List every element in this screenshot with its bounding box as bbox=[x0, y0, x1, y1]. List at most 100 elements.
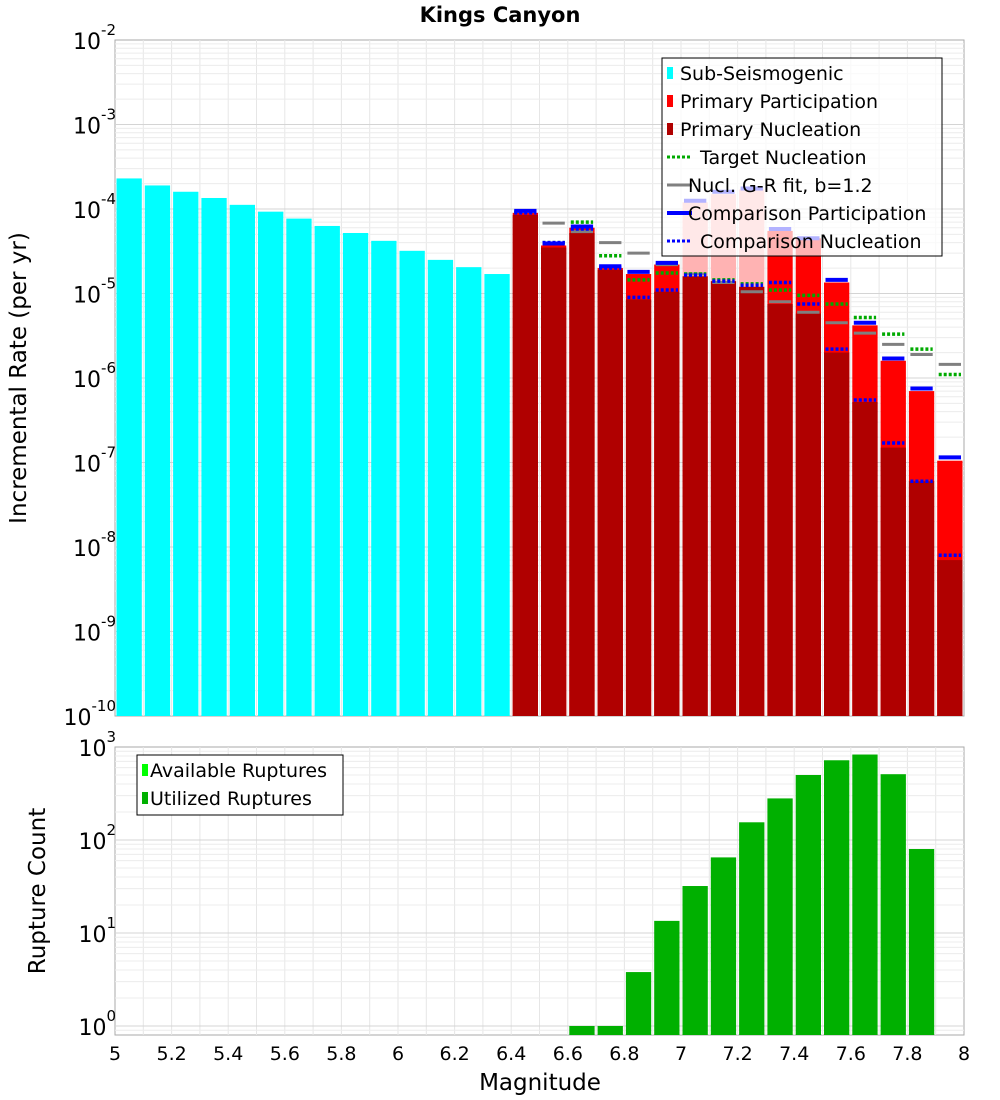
top-legend: Sub-Seismogenic Primary Participation Prim… bbox=[661, 57, 943, 257]
sub-seismogenic-bar bbox=[286, 218, 312, 716]
x-tick-label: 7.4 bbox=[779, 1043, 809, 1065]
sub-seismogenic-bar bbox=[427, 259, 454, 716]
utilized-ruptures-bar bbox=[625, 972, 652, 1035]
primary-nucleation-bar bbox=[908, 481, 935, 716]
sub-seismogenic-bar bbox=[116, 178, 142, 717]
y-tick-label: 10-6 bbox=[73, 359, 116, 393]
x-tick-label: 6.2 bbox=[439, 1043, 469, 1065]
utilized-ruptures-bar bbox=[824, 760, 850, 1035]
x-tick-label: 6 bbox=[392, 1043, 404, 1065]
y-tick-label: 10-2 bbox=[73, 21, 116, 55]
utilized-ruptures-bar bbox=[795, 774, 821, 1035]
top-legend-box bbox=[661, 57, 943, 257]
bottom-y-axis-label: Rupture Count bbox=[25, 808, 51, 974]
x-tick-label: 5.4 bbox=[213, 1043, 243, 1065]
legend-swatch bbox=[667, 95, 673, 107]
y-tick-label: 10-3 bbox=[73, 106, 116, 140]
primary-nucleation-bar bbox=[512, 214, 538, 716]
primary-nucleation-bar bbox=[739, 286, 765, 716]
primary-nucleation-bar bbox=[682, 276, 708, 716]
y-tick-label: 101 bbox=[78, 914, 116, 948]
primary-nucleation-bar bbox=[569, 232, 595, 716]
sub-seismogenic-bar bbox=[229, 204, 255, 717]
x-tick-label: 6.4 bbox=[496, 1043, 526, 1065]
legend-label: Available Ruptures bbox=[150, 760, 327, 782]
sub-seismogenic-bar bbox=[258, 211, 284, 716]
utilized-ruptures-bar bbox=[682, 886, 708, 1035]
chart-title: Kings Canyon bbox=[420, 3, 581, 27]
primary-nucleation-bar bbox=[597, 269, 623, 716]
bottom-legend: Available Ruptures Utilized Ruptures bbox=[136, 754, 344, 816]
primary-nucleation-bar bbox=[795, 313, 821, 716]
utilized-ruptures-bar bbox=[852, 754, 878, 1035]
y-tick-label: 10-10 bbox=[64, 697, 117, 731]
primary-nucleation-bar bbox=[852, 401, 878, 716]
sub-seismogenic-bar bbox=[484, 274, 510, 716]
primary-nucleation-bar bbox=[880, 447, 906, 716]
legend-label: Target Nucleation bbox=[699, 147, 867, 169]
legend-label: Primary Participation bbox=[680, 91, 878, 113]
bottom-grid bbox=[115, 747, 964, 1035]
utilized-ruptures-bar bbox=[654, 920, 680, 1035]
primary-nucleation-bar bbox=[541, 247, 567, 716]
x-tick-label: 7.8 bbox=[892, 1043, 922, 1065]
y-tick-label: 100 bbox=[78, 1007, 116, 1041]
legend-label: Sub-Seismogenic bbox=[680, 63, 844, 85]
x-tick-label: 5.6 bbox=[270, 1043, 300, 1065]
x-tick-label: 8 bbox=[958, 1043, 970, 1065]
x-tick-label: 5.2 bbox=[156, 1043, 186, 1065]
bottom-legend-box bbox=[136, 754, 344, 816]
x-tick-label: 7.6 bbox=[836, 1043, 866, 1065]
sub-seismogenic-bar bbox=[144, 185, 171, 717]
primary-nucleation-bar bbox=[824, 352, 850, 716]
utilized-ruptures-bar bbox=[710, 857, 737, 1035]
primary-nucleation-bar bbox=[937, 560, 963, 716]
sub-seismogenic-bar bbox=[314, 225, 340, 716]
top-bars bbox=[116, 178, 963, 717]
top-y-ticks: 10-10 10-9 10-8 10-7 10-6 10-5 10-4 10-3 10-2 bbox=[64, 21, 117, 731]
legend-label: Nucl. G-R fit, b=1.2 bbox=[688, 175, 873, 197]
y-tick-label: 10-8 bbox=[73, 528, 116, 562]
utilized-ruptures-bar bbox=[880, 774, 906, 1035]
y-tick-label: 10-5 bbox=[73, 275, 116, 309]
utilized-ruptures-bar bbox=[908, 849, 935, 1035]
bottom-bars bbox=[569, 754, 935, 1035]
y-tick-label: 10-9 bbox=[73, 613, 116, 647]
legend-label: Primary Nucleation bbox=[680, 119, 861, 141]
utilized-ruptures-bar bbox=[597, 1025, 623, 1035]
y-tick-label: 102 bbox=[78, 821, 116, 855]
utilized-ruptures-bar bbox=[569, 1025, 595, 1035]
legend-swatch bbox=[142, 792, 148, 804]
x-ticks: 5 5.2 5.4 5.6 5.8 6 6.2 6.4 6.6 6.8 7 7.2 7.4 7.6 7.8 8 bbox=[109, 1043, 970, 1065]
x-tick-label: 7 bbox=[675, 1043, 687, 1065]
top-grid bbox=[115, 40, 964, 716]
sub-seismogenic-bar bbox=[456, 267, 482, 716]
x-tick-label: 5.8 bbox=[326, 1043, 356, 1065]
bottom-y-ticks: 100 101 102 103 bbox=[78, 728, 116, 1041]
primary-nucleation-bar bbox=[654, 291, 680, 716]
sub-seismogenic-bar bbox=[201, 197, 227, 716]
utilized-ruptures-bar bbox=[739, 822, 765, 1035]
x-tick-label: 5 bbox=[109, 1043, 121, 1065]
sub-seismogenic-bar bbox=[371, 240, 397, 716]
legend-label: Utilized Ruptures bbox=[150, 788, 312, 810]
x-tick-label: 6.6 bbox=[553, 1043, 583, 1065]
sub-seismogenic-bar bbox=[399, 250, 425, 716]
legend-swatch bbox=[667, 67, 673, 79]
y-tick-label: 103 bbox=[78, 728, 116, 762]
sub-seismogenic-bar bbox=[342, 232, 369, 716]
legend-label: Comparison Nucleation bbox=[700, 231, 922, 253]
legend-swatch bbox=[142, 764, 148, 776]
primary-nucleation-bar bbox=[625, 299, 652, 716]
primary-nucleation-bar bbox=[710, 281, 737, 716]
sub-seismogenic-bar bbox=[173, 191, 199, 717]
legend-swatch bbox=[667, 123, 673, 135]
x-axis-label: Magnitude bbox=[479, 1070, 601, 1096]
y-tick-label: 10-7 bbox=[73, 444, 116, 478]
utilized-ruptures-bar bbox=[767, 798, 793, 1035]
primary-nucleation-bar bbox=[767, 304, 793, 716]
legend-label: Comparison Participation bbox=[688, 203, 926, 225]
y-tick-label: 10-4 bbox=[73, 190, 116, 224]
x-tick-label: 7.2 bbox=[722, 1043, 752, 1065]
